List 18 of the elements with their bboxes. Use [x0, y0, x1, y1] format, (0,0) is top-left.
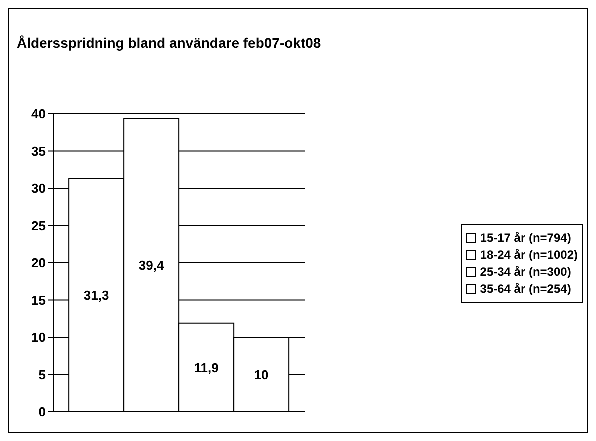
y-tick-label: 5 — [38, 367, 46, 382]
data-label: 10 — [254, 367, 269, 382]
y-tick-label: 25 — [32, 218, 46, 234]
legend-label: 15-17 år (n=794) — [480, 230, 572, 244]
y-tick-label: 15 — [32, 292, 46, 308]
legend-label: 25-34 år (n=300) — [480, 264, 572, 278]
legend-label: 35-64 år (n=254) — [480, 282, 572, 296]
data-label: 11,9 — [194, 360, 219, 376]
legend-label: 18-24 år (n=1002) — [480, 248, 578, 262]
chart-title: Åldersspridning bland användare feb07-okt08 — [17, 35, 322, 51]
data-label: 39,4 — [138, 258, 165, 273]
y-tick-label: 40 — [32, 106, 46, 122]
y-tick-label: 20 — [32, 256, 46, 271]
y-tick-label: 10 — [32, 330, 46, 346]
data-label: 31,3 — [84, 288, 110, 304]
y-tick-label: 0 — [38, 404, 46, 420]
y-tick-label: 30 — [32, 181, 46, 196]
y-tick-label: 35 — [32, 144, 46, 159]
